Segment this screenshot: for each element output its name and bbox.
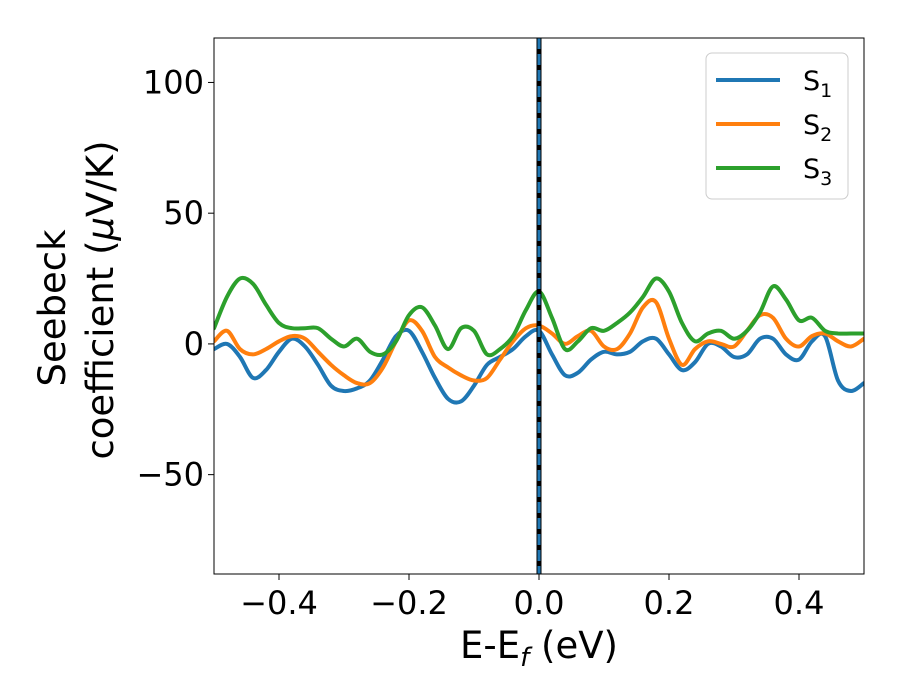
y-axis-title-mu: μ: [79, 217, 122, 242]
legend-label-s1: S1: [803, 66, 832, 102]
y-tick-label: 0: [184, 325, 204, 363]
legend-label-s2: S2: [803, 110, 832, 146]
x-axis-title: E-Ef (eV): [460, 624, 618, 673]
y-axis-title-line2: coefficient (μV/K): [79, 140, 122, 459]
x-tick-label: −0.2: [370, 584, 448, 622]
y-axis-title-prefix: coefficient (: [79, 240, 122, 459]
x-axis-ticks: −0.4 −0.2 0.0 0.2 0.4: [240, 574, 824, 622]
x-tick-label: −0.4: [240, 584, 318, 622]
y-axis-ticks: −50 0 50 100: [136, 63, 214, 494]
y-axis-title-unit: V/K): [79, 140, 122, 216]
x-axis-title-unit: (eV): [529, 624, 618, 667]
x-tick-label: 0.2: [644, 584, 695, 622]
y-tick-label: 100: [143, 63, 204, 101]
x-tick-label: 0.4: [774, 584, 825, 622]
legend-label-s3: S3: [803, 154, 832, 190]
x-axis-title-main: E-E: [460, 624, 520, 667]
y-tick-label: 50: [163, 194, 204, 232]
y-tick-label: −50: [136, 456, 204, 494]
legend-items: S1 S2 S3: [716, 66, 832, 190]
y-axis-title-line1: Seebeck: [31, 229, 74, 387]
x-tick-label: 0.0: [514, 584, 565, 622]
legend: S1 S2 S3: [705, 52, 849, 200]
